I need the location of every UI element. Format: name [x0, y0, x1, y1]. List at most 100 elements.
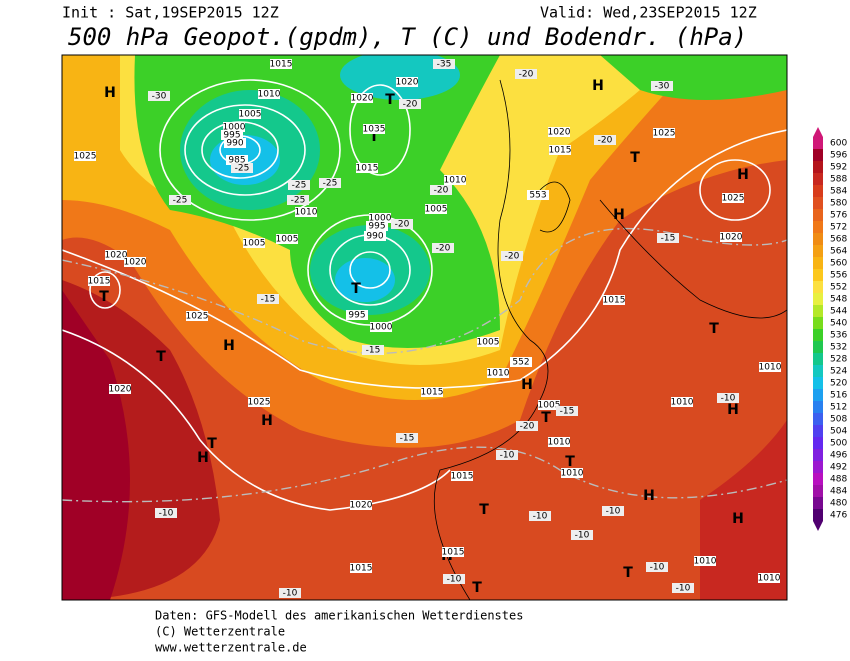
pressure-center: T [99, 289, 109, 305]
temperature-label: -20 [598, 136, 613, 146]
colorbar-swatch [813, 173, 823, 185]
label-background [527, 190, 549, 200]
isobar-label: 1005 [276, 235, 299, 245]
label-background [549, 145, 571, 155]
temperature-label: -35 [437, 60, 452, 70]
label-background [759, 362, 781, 372]
isobar-label: 1015 [421, 388, 444, 398]
label-background [287, 195, 309, 205]
label-background [370, 322, 392, 332]
pressure-center: T [623, 565, 633, 581]
isobar-label: 1015 [442, 548, 465, 558]
colorbar-swatch [813, 497, 823, 509]
temperature-label: -15 [366, 346, 381, 356]
isobar-label: 1000 [370, 323, 393, 333]
label-background [501, 251, 523, 261]
temperature-label: -20 [505, 252, 520, 262]
label-background [369, 213, 391, 223]
colorbar-label: 544 [830, 307, 847, 317]
colorbar-swatch [813, 377, 823, 389]
label-background [279, 588, 301, 598]
temperature-label: -30 [655, 82, 670, 92]
init-time: Init : Sat,19SEP2015 12Z [62, 4, 279, 22]
colorbar-swatch [813, 149, 823, 161]
colorbar-label: 588 [830, 175, 847, 185]
label-background [124, 257, 146, 267]
colorbar-swatch [813, 365, 823, 377]
colorbar-label: 584 [830, 187, 847, 197]
label-background [346, 310, 368, 320]
map-title: 500 hPa Geopot.(gpdm), T (C) und Bodendr… [68, 23, 747, 51]
label-background [366, 221, 388, 231]
pressure-center: T [351, 281, 361, 297]
colorbar-label: 600 [830, 139, 847, 149]
temperature-label: -10 [159, 509, 174, 519]
isobar-label: 995 [348, 311, 365, 321]
label-background [243, 238, 265, 248]
isobar-label: 1020 [350, 501, 373, 511]
colorbar-label: 576 [830, 211, 847, 221]
label-background [276, 234, 298, 244]
isobar-label: 1020 [109, 385, 132, 395]
label-background [109, 384, 131, 394]
colorbar-label: 512 [830, 403, 847, 413]
label-background [364, 231, 386, 241]
label-background [396, 77, 418, 87]
isobar-label: 995 [223, 131, 240, 141]
pressure-center: H [197, 450, 209, 466]
pressure-center: T [369, 129, 379, 145]
map-frame [61, 54, 788, 601]
isobar-label: 1015 [356, 164, 379, 174]
isobar-label: 1000 [223, 123, 246, 133]
isobar-label: 1020 [351, 94, 374, 104]
temperature-label: -25 [291, 196, 306, 206]
pressure-center: T [385, 92, 395, 108]
isobar-label: 1005 [425, 205, 448, 215]
label-background [430, 185, 452, 195]
pressure-center: H [223, 338, 235, 354]
colorbar-swatch [813, 269, 823, 281]
colorbar-label: 596 [830, 151, 847, 161]
pressure-center: H [104, 85, 116, 101]
pressure-center: T [156, 349, 166, 365]
temperature-label: -10 [500, 451, 515, 461]
label-background [74, 151, 96, 161]
temperature-label: -25 [323, 179, 338, 189]
colorbar-swatch [813, 329, 823, 341]
isobar-label: 1015 [603, 296, 626, 306]
label-background [571, 530, 593, 540]
label-background [270, 59, 292, 69]
temperature-label: -20 [436, 244, 451, 254]
isobar-label: 985 [228, 156, 245, 166]
colorbar-label: 532 [830, 343, 847, 353]
isobar-label: 1010 [295, 208, 318, 218]
colorbar-label: 520 [830, 379, 847, 389]
isobar-label: 1010 [444, 176, 467, 186]
temperature-label: -15 [560, 407, 575, 417]
label-background [758, 573, 780, 583]
isobar-label: 1015 [451, 472, 474, 482]
label-background [538, 400, 560, 410]
label-background [231, 163, 253, 173]
colorbar-label: 488 [830, 475, 847, 485]
pressure-center: H [261, 413, 273, 429]
colorbar-swatch [813, 413, 823, 425]
label-background [257, 294, 279, 304]
label-background [391, 219, 413, 229]
temperature-label: -25 [235, 164, 250, 174]
label-background [396, 433, 418, 443]
colorbar-swatch [813, 257, 823, 269]
colorbar-swatch [813, 281, 823, 293]
isobar-label: 1035 [363, 125, 386, 135]
isobar-label: 1010 [548, 438, 571, 448]
pressure-center: T [207, 436, 217, 452]
colorbar-swatch [813, 437, 823, 449]
temperature-label: -20 [434, 186, 449, 196]
colorbar-swatch [813, 401, 823, 413]
label-background [657, 233, 679, 243]
temperature-label: -15 [400, 434, 415, 444]
colorbar-label: 516 [830, 391, 847, 401]
pressure-center: H [727, 402, 739, 418]
label-background [556, 406, 578, 416]
